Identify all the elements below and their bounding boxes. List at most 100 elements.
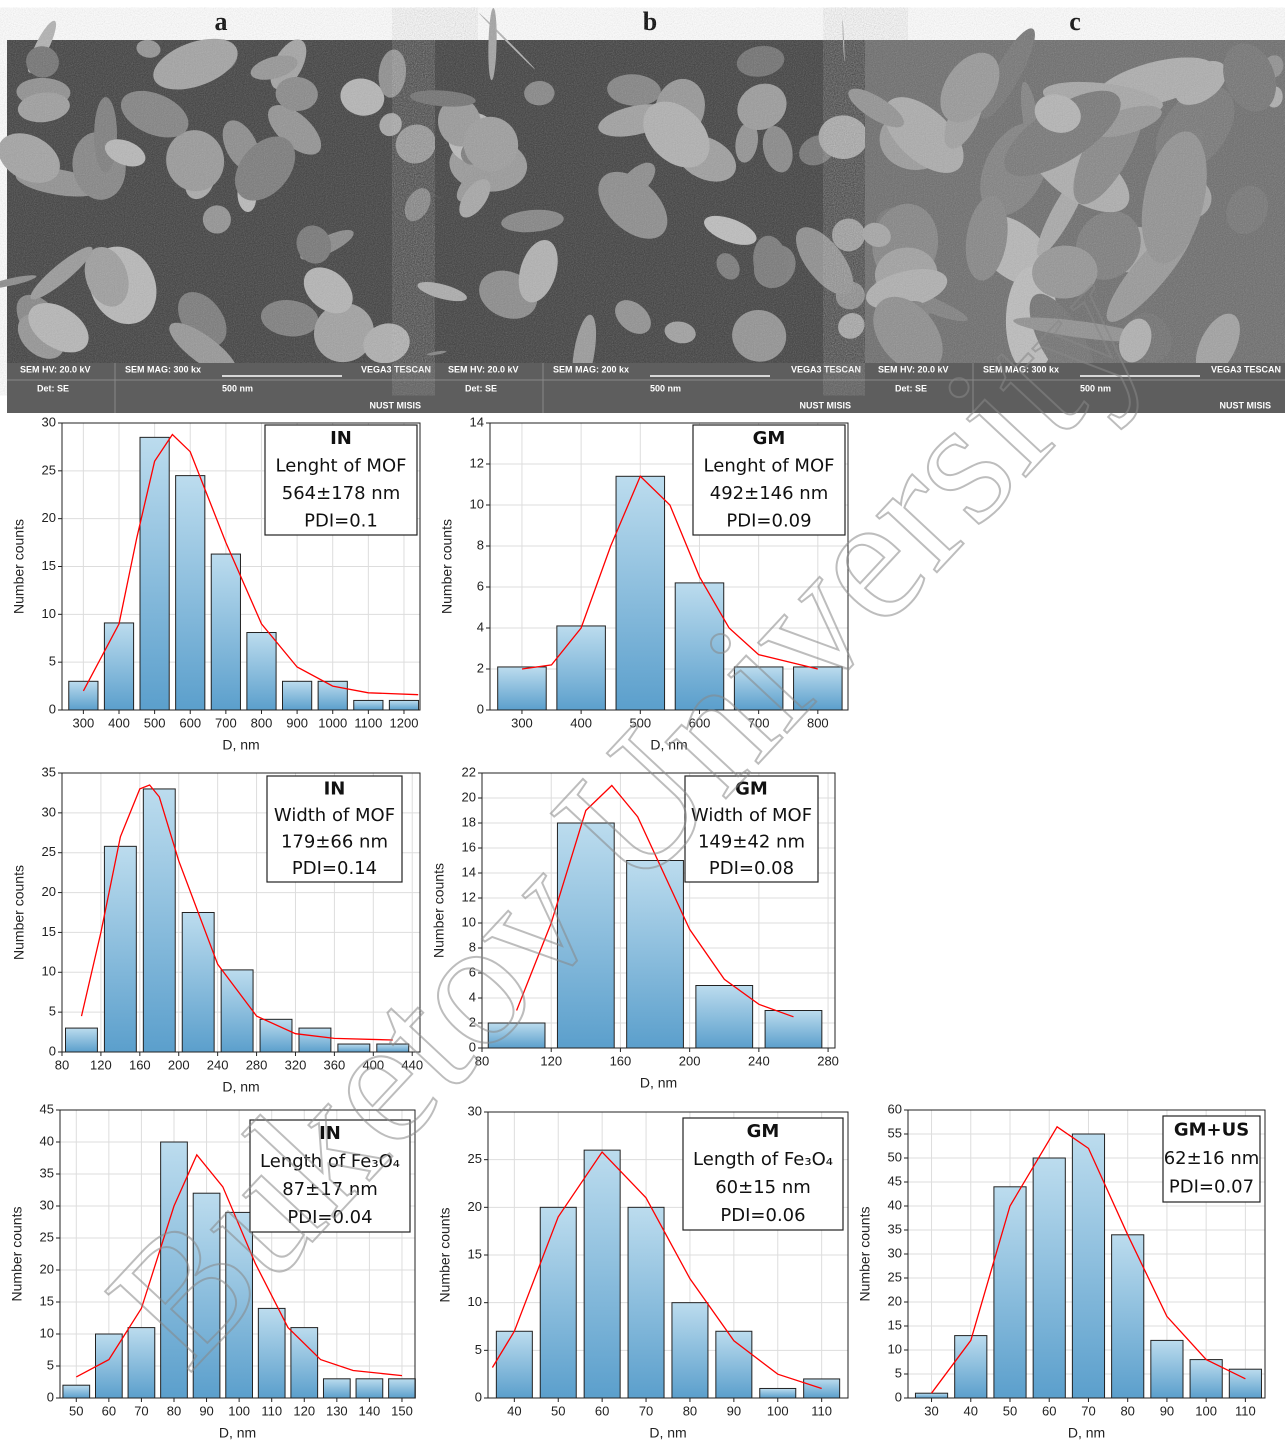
bar [495,1330,533,1399]
sem-image: SEM HV: 20.0 kV SEM MAG: 300 kx Det: SE 500… [848,28,1285,413]
x-tick-label: 60 [595,1403,609,1418]
y-tick-label: 8 [477,537,484,552]
x-tick-label: 150 [391,1403,413,1418]
y-tick-label: 12 [462,889,476,904]
x-tick-label: 140 [359,1403,381,1418]
sem-image: SEM HV: 20.0 kV SEM MAG: 200 kx Det: SE 500… [409,7,868,413]
y-tick-label: 45 [40,1101,54,1116]
x-tick-label: 700 [748,715,770,730]
bar [671,1302,709,1399]
annotation-line: PDI=0.1 [304,510,378,531]
sem-grain [865,40,1285,363]
bar [175,475,206,711]
x-tick-label: 70 [1081,1403,1095,1418]
bar [626,860,684,1049]
y-tick-label: 4 [469,989,476,1004]
annotation-line: Width of MOF [274,805,395,826]
x-tick-label: 30 [924,1403,938,1418]
y-tick-label: 10 [40,1325,54,1340]
y-tick-label: 0 [47,1389,54,1404]
y-tick-label: 18 [462,814,476,829]
x-axis-label: D, nm [649,1425,686,1441]
sem-org: NUST MISIS [369,400,421,410]
x-tick-label: 800 [251,715,273,730]
x-tick-label: 70 [639,1403,653,1418]
annotation-line: 564±178 nm [282,483,400,504]
fit-curve [521,475,818,670]
x-tick-label: 110 [811,1403,832,1418]
annotation-box [264,424,418,536]
bar [281,680,313,711]
y-tick-label: 35 [42,764,56,779]
x-axis-label: D, nm [1068,1425,1105,1441]
x-tick-label: 1200 [390,715,419,730]
bar [1071,1133,1106,1399]
annotation-line: Length of Fe₃O₄ [693,1149,833,1170]
y-tick-label: 40 [888,1197,902,1212]
annotation-line: PDI=0.06 [720,1205,805,1226]
x-tick-label: 240 [207,1057,229,1072]
bar [539,1206,577,1399]
y-tick-label: 0 [895,1389,902,1404]
annotation-line: 87±17 nm [282,1179,378,1200]
fit-curve [930,1125,1246,1394]
bar [65,1027,98,1053]
x-tick-label: 120 [540,1053,562,1068]
x-tick-label: 1000 [318,715,347,730]
x-tick-label: 80 [55,1057,69,1072]
y-tick-label: 5 [49,654,56,669]
x-tick-label: 160 [129,1057,151,1072]
sem-org: NUST MISIS [1219,400,1271,410]
x-tick-label: 80 [683,1403,697,1418]
sem-hv: SEM HV: 20.0 kV [20,364,91,374]
x-tick-label: 80 [475,1053,489,1068]
y-axis-label: Number counts [857,1207,873,1302]
y-tick-label: 30 [42,804,56,819]
x-tick-label: 360 [324,1057,346,1072]
bar [103,845,137,1053]
annotation-box [692,424,846,536]
x-tick-label: 500 [629,715,651,730]
x-tick-label: 60 [1042,1403,1056,1418]
x-tick-label: 300 [511,715,533,730]
bar [914,1392,949,1399]
y-tick-label: 25 [42,462,56,477]
annotation-line: PDI=0.14 [292,858,377,879]
x-tick-label: 200 [168,1057,190,1072]
y-tick-label: 30 [42,414,56,429]
plot-frame [61,422,421,711]
annotation-box [684,775,819,883]
y-tick-label: 25 [40,1229,54,1244]
sem-mag: SEM MAG: 300 kx [983,364,1059,374]
y-tick-label: 35 [888,1221,902,1236]
annotation-line: IN [319,1123,341,1144]
y-tick-label: 14 [470,414,484,429]
x-axis-label: D, nm [650,737,687,753]
x-tick-label: 110 [261,1403,282,1418]
bar [627,1206,665,1399]
sem-brand: VEGA3 TESCAN [1211,364,1281,374]
sem-info-bar [865,363,1285,413]
x-axis-label: D, nm [219,1425,256,1441]
plot-frame [489,422,849,711]
annotation-line: 149±42 nm [698,831,805,852]
x-tick-label: 120 [90,1057,112,1072]
x-tick-label: 120 [293,1403,315,1418]
sem-mag: SEM MAG: 200 kx [553,364,629,374]
y-tick-label: 60 [888,1101,902,1116]
y-tick-label: 10 [470,496,484,511]
x-tick-label: 1100 [354,715,382,730]
y-tick-label: 15 [40,1293,54,1308]
annotation-line: IN [324,778,346,799]
annotation-line: IN [330,428,352,449]
bar [68,680,99,711]
bar [1150,1339,1184,1399]
annotation-box [1162,1115,1261,1203]
x-tick-label: 60 [102,1403,116,1418]
y-tick-label: 10 [468,1294,482,1309]
annotation-box [249,1119,411,1233]
bar [715,1330,753,1399]
x-tick-label: 90 [199,1403,213,1418]
y-tick-label: 15 [42,558,56,573]
x-tick-label: 100 [1195,1403,1217,1418]
